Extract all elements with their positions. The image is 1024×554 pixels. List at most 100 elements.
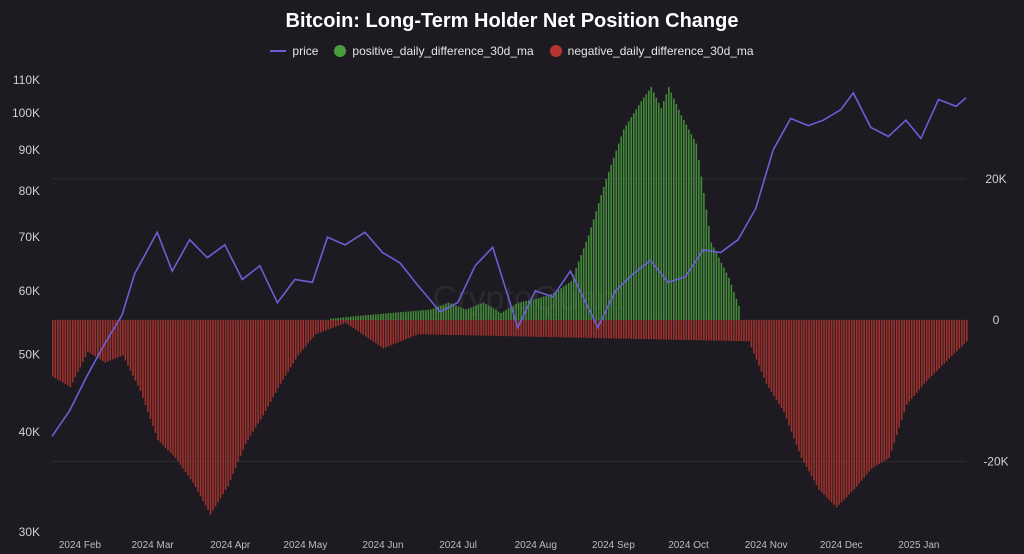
negative-bar [107,320,109,362]
x-tick-label: 2024 Oct [668,540,709,551]
positive-bar [435,307,437,321]
negative-bar [422,320,425,335]
positive-bar [550,294,552,321]
negative-bar [818,320,820,490]
negative-bar [67,320,69,386]
positive-bar [642,97,645,321]
legend-item-positive[interactable]: positive_daily_difference_30d_ma [334,44,534,58]
negative-bar [845,320,848,498]
negative-bar [718,320,720,341]
negative-bar [570,320,572,338]
negative-bar [675,320,678,340]
positive-bar [708,225,710,321]
negative-bar [367,320,370,339]
negative-bar [743,320,745,342]
positive-bar [492,308,495,321]
negative-bar [112,320,114,360]
positive-bar [572,274,575,321]
negative-bar [437,320,440,335]
positive-bar [545,295,547,321]
positive-bar [482,302,485,321]
negative-bar [317,320,320,334]
negative-bar [532,320,535,337]
positive-bar [342,317,345,321]
positive-bar [490,307,492,321]
negative-bar [227,320,229,487]
positive-bar [670,92,673,321]
negative-bar [562,320,565,338]
legend-item-negative[interactable]: negative_daily_difference_30d_ma [549,44,754,58]
negative-bar [202,320,204,501]
negative-bar [602,320,605,339]
negative-bar [860,320,863,481]
negative-bar [277,320,279,389]
negative-bar [948,320,951,359]
positive-bar [630,117,633,321]
negative-bar [354,320,357,330]
positive-bar [375,314,377,321]
positive-bar [587,235,590,321]
negative-bar [710,320,713,341]
negative-bar [873,320,875,467]
positive-bar [678,109,680,321]
negative-bar [808,320,810,472]
positive-bar [334,318,337,321]
negative-bar [908,320,911,402]
negative-bar [715,320,718,341]
negative-bar [477,320,480,336]
negative-bar [525,320,527,337]
negative-bar [587,320,590,338]
y-left-tick-label: 110K [13,73,40,87]
negative-bar [242,320,244,450]
positive-bar [344,317,347,321]
negative-bar [122,320,124,356]
negative-bar [144,320,147,405]
negative-bar [184,320,187,472]
negative-bar [627,320,630,339]
negative-bar [900,320,903,421]
negative-bar [164,320,167,448]
negative-bar [703,320,705,341]
negative-bar [788,320,790,426]
positive-bar [347,316,350,321]
negative-bar [740,320,743,342]
positive-bar [537,298,540,321]
negative-bar [610,320,613,339]
positive-bar [577,261,580,321]
positive-bar [437,306,440,321]
negative-bar [222,320,224,495]
positive-bar [665,94,668,321]
y-left-tick-label: 100K [12,106,40,120]
negative-bar [89,320,92,354]
negative-bar [663,320,665,340]
negative-bar [327,320,330,330]
negative-bar [770,320,773,392]
positive-bar [420,310,422,321]
negative-bar [174,320,177,458]
negative-bar [668,320,670,340]
negative-bar [97,320,99,358]
y-right-tick-label: -20K [983,454,1008,468]
negative-bar [865,320,868,475]
negative-bar [445,320,447,335]
negative-bar [915,320,918,393]
negative-bar [705,320,708,341]
negative-bar [159,320,162,443]
positive-bar [427,309,430,321]
negative-bar [728,320,730,341]
positive-bar [377,314,380,321]
positive-bar [432,308,435,321]
negative-bar [457,320,460,336]
positive-bar [570,281,572,321]
positive-bar [560,288,562,321]
legend-item-price[interactable]: price [270,44,318,58]
negative-bar [733,320,735,341]
positive-bar [723,267,725,321]
positive-bar [510,307,512,321]
negative-bar [838,320,840,505]
negative-bar [540,320,542,337]
positive-bar [455,305,457,321]
negative-bar [843,320,845,500]
negative-bar [958,320,961,349]
positive-bar [555,291,557,321]
